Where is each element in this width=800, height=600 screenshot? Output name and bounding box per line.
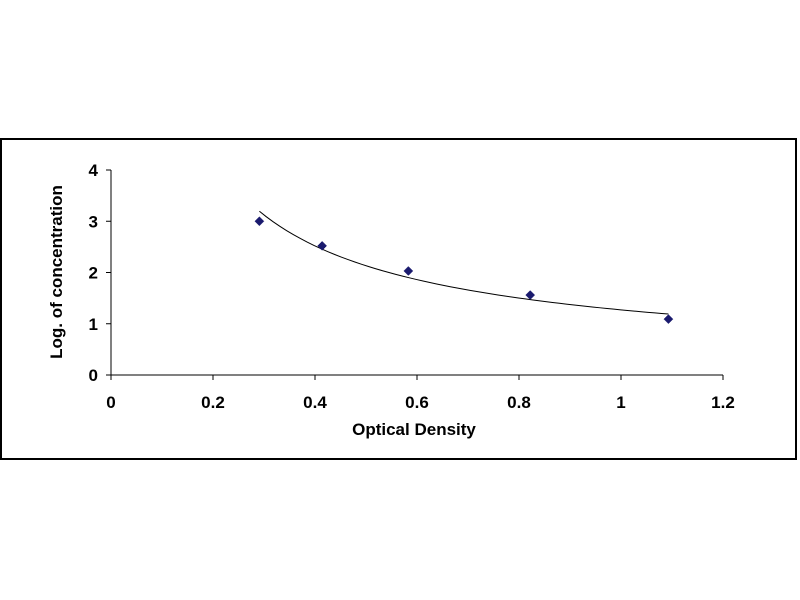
y-tick-label: 3 (89, 212, 98, 231)
y-tick-label: 1 (89, 315, 98, 334)
data-point (254, 216, 265, 227)
x-tick-label: 1.2 (711, 393, 735, 412)
x-tick-label: 0.4 (303, 393, 327, 412)
axes (110, 170, 723, 376)
x-axis-title: Optical Density (352, 420, 476, 439)
data-point (663, 314, 674, 324)
y-axis-title: Log. of concentration (47, 185, 66, 359)
data-point (403, 266, 414, 276)
x-ticks: 0 0.2 0.4 0.6 0.8 1 1.2 (106, 375, 735, 412)
data-point (525, 290, 536, 300)
data-point (317, 240, 327, 251)
trend-line (259, 210, 669, 315)
chart-frame (0, 138, 797, 460)
y-tick-label: 0 (89, 366, 98, 385)
x-tick-label: 0.2 (201, 393, 225, 412)
x-tick-label: 0.6 (405, 393, 429, 412)
x-tick-label: 1 (616, 393, 625, 412)
x-tick-label: 0 (106, 393, 115, 412)
data-points (254, 216, 674, 324)
x-tick-label: 0.8 (507, 393, 531, 412)
y-tick-label: 2 (89, 264, 98, 283)
y-ticks: 0 1 2 3 4 (89, 161, 111, 385)
y-tick-label: 4 (89, 161, 99, 180)
